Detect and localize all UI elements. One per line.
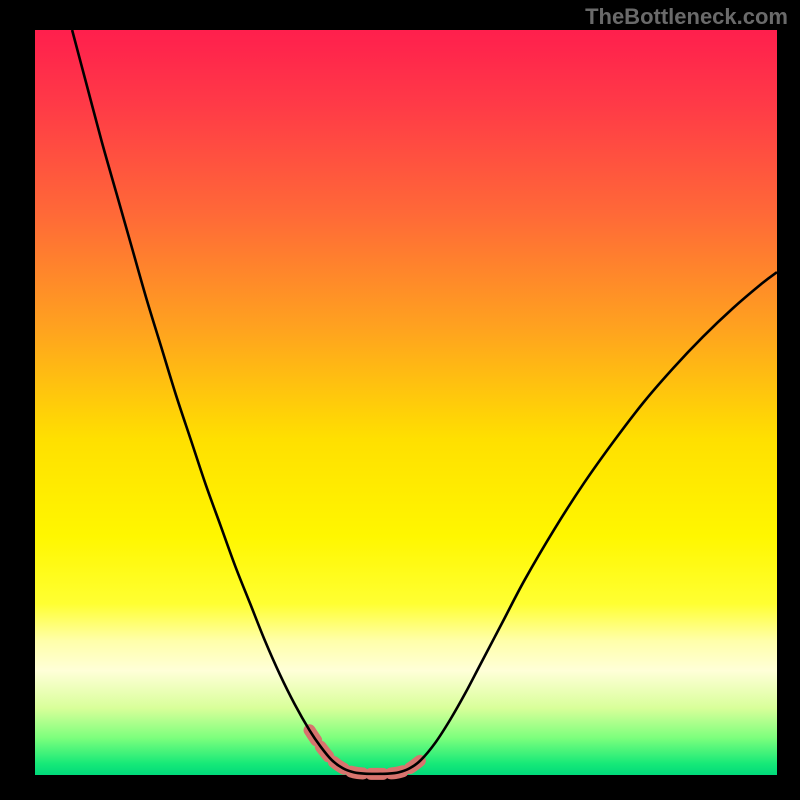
plot-svg [0, 0, 800, 800]
watermark-text: TheBottleneck.com [585, 4, 788, 30]
plot-background [35, 30, 777, 775]
chart-container: TheBottleneck.com [0, 0, 800, 800]
